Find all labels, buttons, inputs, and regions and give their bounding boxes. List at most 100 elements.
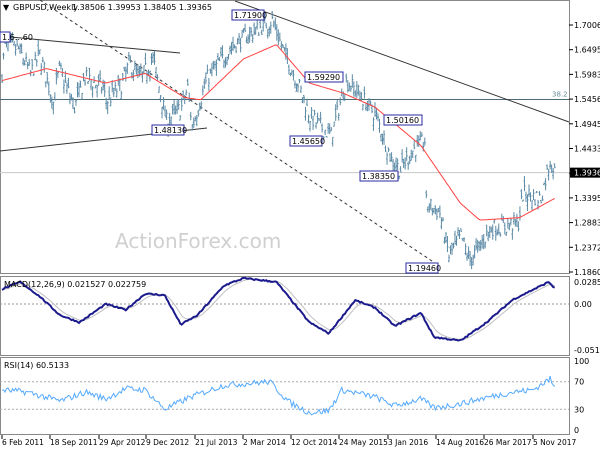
macd-line <box>1 276 556 342</box>
macd-tick-label: 0.00 <box>574 300 592 309</box>
ohlc-bar <box>216 53 219 61</box>
ohlc-bar <box>225 56 228 66</box>
ohlc-bar <box>292 70 295 81</box>
ohlc-bar <box>68 92 71 105</box>
ohlc-bar <box>473 245 476 259</box>
ohlc-bar <box>547 169 550 181</box>
ohlc-bar <box>454 230 456 245</box>
ohlc-bar <box>535 190 538 194</box>
ohlc-bar <box>28 58 31 66</box>
rsi-tick-label: 30 <box>574 405 584 414</box>
macd-title: MACD(12,26,9) 0.021527 0.022759 <box>4 280 146 289</box>
watermark: ActionForex.com <box>115 229 281 253</box>
price-label: 1.59290 <box>307 73 340 82</box>
ohlc-bar <box>410 149 413 161</box>
ohlc-bar <box>467 246 470 259</box>
ohlc-bar <box>124 66 127 82</box>
price-tick-label: 1.33950 <box>574 194 600 203</box>
ohlc-bar <box>1 74 3 84</box>
ohlc-bar <box>330 126 333 132</box>
ohlc-bar <box>25 52 28 62</box>
ohlc-bar <box>90 80 93 91</box>
ohlc-bar <box>416 134 419 147</box>
ohlc-bar <box>405 147 408 161</box>
ohlc-bar <box>387 147 390 153</box>
ohlc-bar <box>210 63 213 77</box>
ohlc-bar <box>194 116 197 122</box>
ohlc-bar <box>345 73 348 83</box>
ohlc-bar <box>40 63 43 76</box>
ohlc-bar <box>195 114 198 127</box>
ohlc-bar <box>106 100 109 115</box>
ohlc-bar <box>358 90 361 101</box>
ohlc-bar <box>250 27 253 37</box>
ohlc-bar <box>322 135 325 141</box>
ohlc-bar <box>150 53 153 65</box>
ohlc-bar <box>213 60 216 69</box>
ohlc-bar <box>303 95 305 104</box>
date-tick-label: 3 Jan 2016 <box>388 438 428 447</box>
ohlc-bar <box>257 32 260 36</box>
ohlc-bar <box>114 81 117 92</box>
ohlc-bar <box>153 50 156 65</box>
ohlc-bar <box>192 117 195 129</box>
ohlc-bar <box>499 232 502 237</box>
ohlc-bar <box>170 116 173 126</box>
ohlc-bar <box>497 223 500 235</box>
ohlc-bar <box>515 213 518 227</box>
ohlc-bar <box>46 71 49 84</box>
ohlc-bar <box>386 152 389 165</box>
ohlc-bar <box>425 190 428 199</box>
ohlc-bar <box>108 86 111 100</box>
ohlc-bar <box>268 26 271 37</box>
ohlc-bar <box>446 235 449 253</box>
ohlc-bar <box>132 69 135 82</box>
ohlc-bar <box>289 72 292 77</box>
ohlc-bar <box>23 60 26 66</box>
ohlc-bar <box>201 85 204 96</box>
ohlc-bar <box>49 94 52 103</box>
ohlc-bar <box>408 155 411 164</box>
ohlc-bar <box>333 121 336 127</box>
ohlc-bar <box>247 34 250 45</box>
ohlc-bar <box>174 105 177 115</box>
rsi-panel <box>0 357 570 435</box>
date-tick-label: 9 Dec 2012 <box>146 438 189 447</box>
ohlc-bar <box>50 96 53 109</box>
ohlc-bar <box>290 69 293 75</box>
ohlc-bar <box>115 88 118 98</box>
ohlc-bar <box>506 218 509 229</box>
ohlc-bar <box>32 73 35 76</box>
ohlc-bar <box>378 118 381 133</box>
ohlc-bar <box>13 41 16 47</box>
ohlc-bar <box>324 129 327 136</box>
ohlc-bar <box>363 86 366 99</box>
ohlc-bar <box>309 120 312 132</box>
ohlc-bar <box>31 59 34 70</box>
ohlc-bar <box>222 59 225 69</box>
ohlc-bar <box>295 83 298 92</box>
price-tick-label: 1.70065 <box>574 21 600 30</box>
ohlc-bar <box>380 133 383 142</box>
ohlc-bar <box>553 163 556 169</box>
ohlc-bar <box>183 95 186 105</box>
ohlc-bar <box>337 112 340 121</box>
rsi-line <box>1 375 556 416</box>
trendline-upper-left <box>0 35 181 54</box>
ohlc-bar <box>130 72 133 79</box>
ohlc-bar <box>62 79 65 94</box>
ohlc-bar <box>272 20 275 28</box>
ohlc-bar <box>461 238 464 241</box>
ohlc-bar <box>162 96 165 110</box>
ohlc-bar <box>392 158 395 172</box>
current-price-label: 1.39365 <box>574 169 600 178</box>
ohlc-bar <box>161 106 164 119</box>
ohlc-bar <box>189 111 192 121</box>
ohlc-bar <box>168 112 171 125</box>
ohlc-bar <box>200 101 203 110</box>
ohlc-bar <box>352 81 355 97</box>
macd-tick-label: 0.02855 <box>574 278 600 287</box>
ohlc-bar <box>488 225 491 238</box>
ohlc-bar <box>19 43 22 54</box>
ohlc-bar <box>123 66 126 72</box>
